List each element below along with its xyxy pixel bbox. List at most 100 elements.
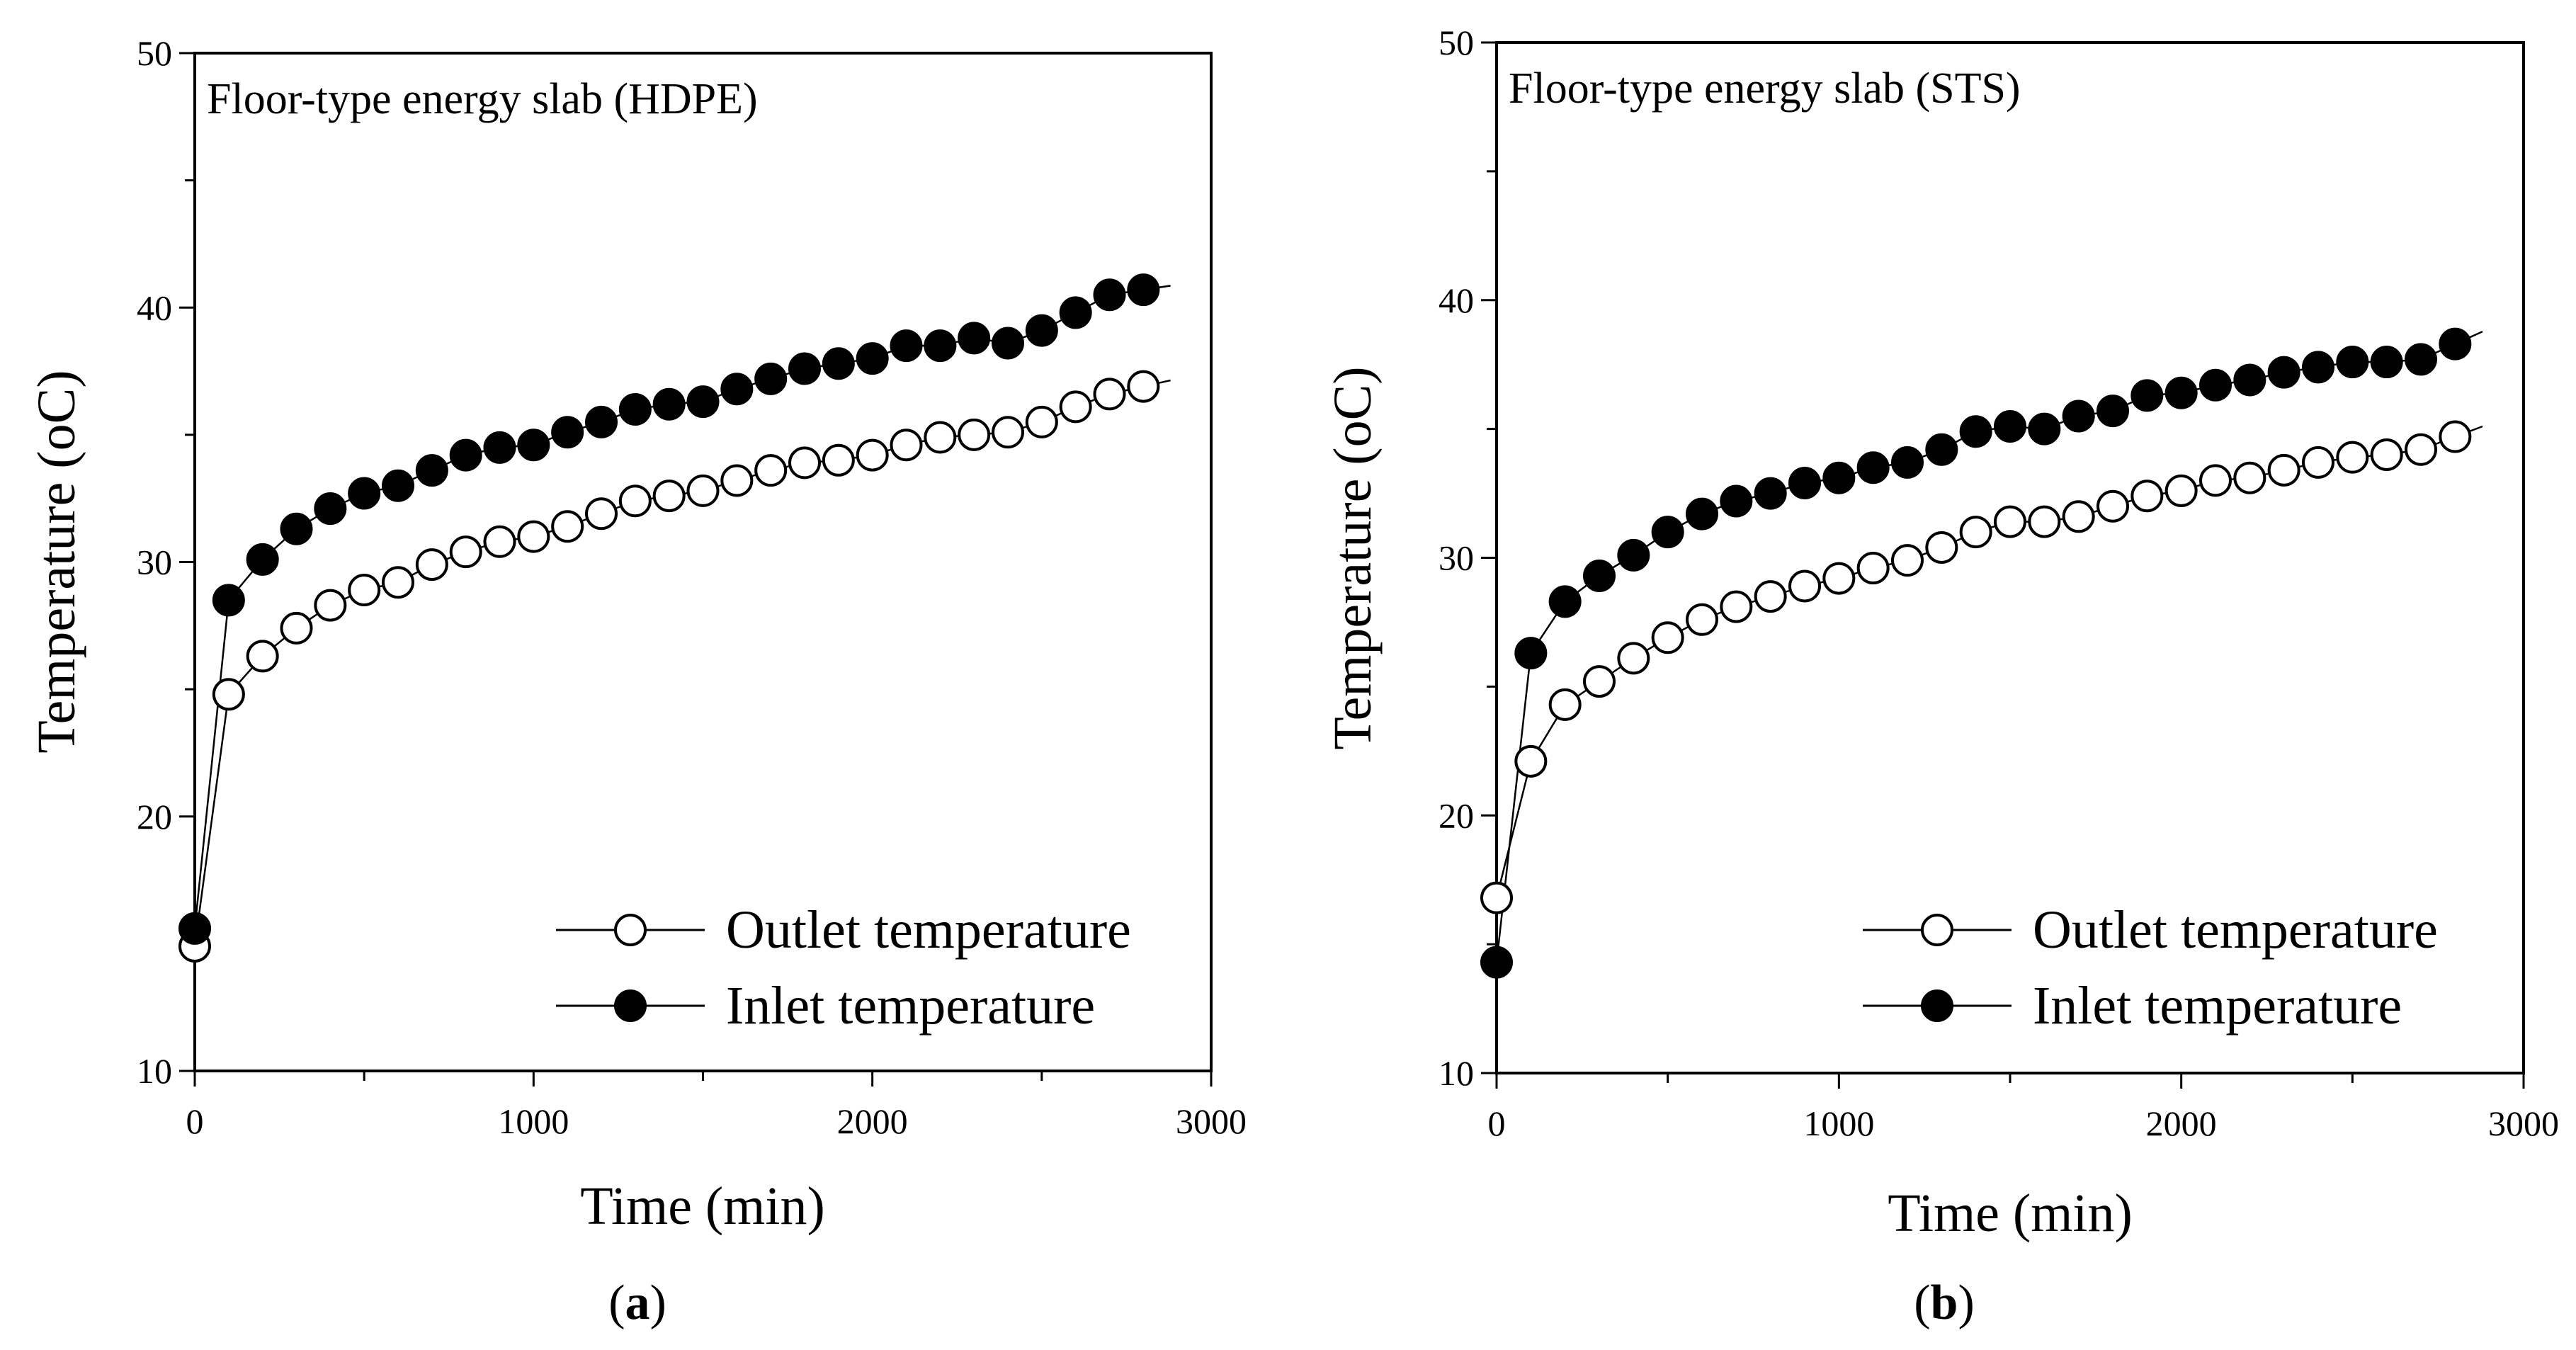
outlet-data-point (449, 535, 482, 569)
inlet-data-point (754, 362, 788, 395)
inlet-data-point (449, 438, 482, 472)
x-axis-label: Time (min) (580, 1176, 825, 1236)
legend-marker-inlet (614, 989, 647, 1022)
inlet-data-point (2405, 343, 2437, 376)
outlet-data-point (382, 566, 414, 599)
outlet-data-point (1754, 580, 1787, 613)
outlet-data-point (2096, 489, 2129, 523)
x-tick-label: 1000 (498, 1101, 569, 1141)
outlet-data-point (652, 480, 686, 513)
outlet-data-point (822, 443, 855, 477)
legend-label-inlet: Inlet temperature (726, 976, 1095, 1036)
legend-marker-outlet (614, 914, 647, 946)
inlet-data-point (1480, 946, 1513, 979)
y-tick-label: 40 (1439, 280, 1474, 320)
y-tick-label: 50 (1439, 23, 1474, 62)
inlet-data-point (1583, 559, 1616, 592)
inlet-data-point (1059, 296, 1092, 329)
chart-title: Floor-type energy slab (HDPE) (207, 75, 758, 123)
outlet-data-point (2405, 433, 2437, 466)
y-axis-label: Temperature (oC) (27, 370, 86, 753)
outlet-data-point (517, 520, 550, 553)
inlet-data-point (2062, 399, 2095, 433)
legend: Outlet temperature Inlet temperature (556, 900, 1131, 1036)
inlet-data-point (1856, 451, 1890, 484)
panel-caption-b: (b) (1914, 1276, 1975, 1330)
inlet-data-point (178, 912, 211, 945)
outlet-data-point (1093, 378, 1126, 411)
outlet-data-point (2302, 446, 2334, 479)
inlet-data-point (2233, 363, 2266, 397)
inlet-data-point (280, 512, 313, 545)
inlet-data-point (2199, 368, 2232, 402)
y-tick-label: 50 (137, 33, 172, 73)
y-tick-label: 40 (137, 288, 172, 327)
outlet-data-point (2267, 453, 2300, 487)
legend-marker-inlet (1921, 989, 1953, 1022)
outlet-data-point (856, 438, 889, 472)
outlet-data-point (1480, 881, 1513, 914)
panel-letter: b (1931, 1276, 1958, 1330)
outlet-data-point (1127, 370, 1160, 403)
y-tick-label: 30 (137, 543, 172, 582)
outlet-data-point (1788, 569, 1821, 603)
outlet-data-point (314, 589, 347, 622)
outlet-data-point (1025, 405, 1058, 438)
outlet-data-point (280, 611, 313, 645)
inlet-data-point (2439, 327, 2472, 361)
ticks: 10 20 30 40 50 0 1000 2000 3000 (137, 33, 1247, 1141)
outlet-data-point (1856, 552, 1890, 585)
chart-title: Floor-type energy slab (STS) (1509, 64, 2021, 113)
inlet-data-point (1617, 538, 1650, 572)
inlet-data-point (1651, 516, 1684, 549)
outlet-data-point (686, 474, 720, 507)
y-tick-label: 20 (1439, 795, 1474, 835)
inlet-data-point (958, 322, 991, 355)
x-tick-label: 1000 (1803, 1104, 1874, 1143)
outlet-data-point (924, 421, 957, 454)
outlet-data-point (246, 640, 279, 673)
outlet-data-point (2370, 438, 2403, 471)
inlet-data-point (2370, 346, 2403, 379)
inlet-data-point (382, 469, 414, 502)
inlet-data-point (1514, 637, 1548, 670)
y-tick-label: 10 (1439, 1053, 1474, 1093)
outlet-data-point (992, 416, 1024, 449)
inlet-data-point (2130, 379, 2164, 412)
inlet-data-point (2028, 412, 2061, 446)
x-tick-label: 2000 (2146, 1104, 2217, 1143)
legend-label-inlet: Inlet temperature (2033, 976, 2402, 1036)
outlet-data-point (1583, 665, 1616, 698)
outlet-data-point (348, 574, 381, 607)
inlet-data-point (314, 492, 347, 526)
inlet-data-point (2267, 356, 2300, 389)
inlet-data-point (652, 387, 686, 421)
inlet-data-point (1822, 461, 1856, 494)
inlet-data-point (1548, 585, 1582, 618)
outlet-data-point (212, 678, 245, 711)
y-tick-label: 20 (137, 797, 172, 836)
outlet-data-point (2130, 480, 2164, 513)
panel-caption-a: (a) (608, 1276, 666, 1330)
y-tick-label: 30 (1439, 538, 1474, 578)
outlet-data-point (2062, 500, 2095, 533)
inlet-data-point (992, 327, 1024, 360)
outlet-data-point (2439, 420, 2472, 453)
ticks: 10 20 30 40 50 0 1000 2000 3000 (1439, 23, 2559, 1143)
inlet-data-point (483, 431, 516, 464)
inlet-data-point (1025, 314, 1058, 347)
legend: Outlet temperature Inlet temperature (1863, 900, 2438, 1036)
inlet-data-point (2336, 346, 2369, 379)
outlet-data-point (2028, 505, 2061, 538)
outlet-data-point (1651, 621, 1684, 654)
x-tick-label: 0 (186, 1101, 204, 1141)
outlet-data-point (1617, 642, 1650, 675)
outlet-data-point (890, 429, 923, 462)
outlet-data-point (585, 497, 618, 531)
series-line-outlet (193, 379, 1171, 947)
outlet-data-point (1925, 531, 1958, 564)
y-tick-label: 10 (137, 1051, 172, 1091)
x-tick-label: 0 (1488, 1104, 1506, 1143)
inlet-data-point (348, 477, 381, 510)
